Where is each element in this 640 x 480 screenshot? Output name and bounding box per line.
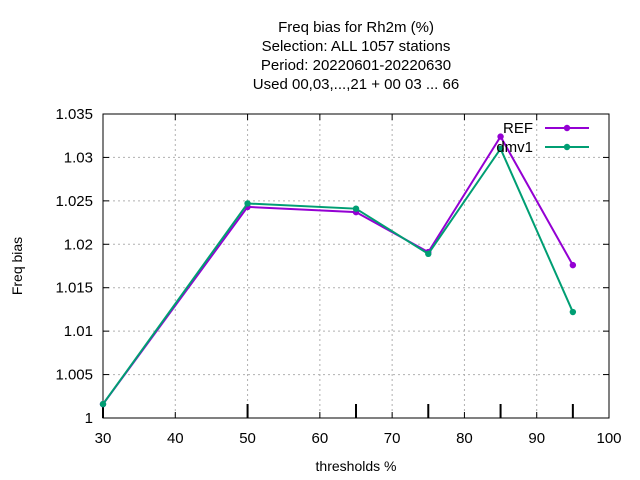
data-point-dmv1 — [352, 205, 360, 212]
data-point-ref — [497, 133, 504, 140]
plot-frame — [102, 113, 610, 419]
data-point-dmv1 — [425, 250, 432, 258]
series-line-dmv1 — [102, 146, 574, 405]
x-tick-label: 30 — [95, 430, 112, 447]
x-tick-label: 60 — [312, 430, 329, 447]
chart-title-line: Used 00,03,...,21 + 00 03 ... 66 — [253, 76, 459, 93]
chart-title-line: Selection: ALL 1057 stations — [262, 38, 451, 55]
x-tick-label: 90 — [528, 430, 545, 447]
axis-ticks: 30 40 50 60 70 80 90 100 1 1.005 1.01 1.015 1.02 1.02… — [55, 106, 621, 447]
legend-swatch-marker — [563, 124, 571, 132]
y-tick-label: 1.035 — [55, 106, 93, 123]
chart-title: Freq bias for Rh2m (%) Selection: ALL 105… — [253, 19, 459, 93]
legend-swatch-marker — [563, 143, 571, 151]
series-line-ref — [102, 134, 574, 405]
data-point-dmv1 — [244, 200, 251, 207]
y-tick-label: 1.025 — [55, 193, 93, 210]
x-tick-label: 100 — [596, 430, 621, 447]
y-tick-label: 1.015 — [55, 280, 93, 297]
y-tick-label: 1.02 — [64, 236, 93, 253]
legend: REF dmv1 — [496, 120, 589, 156]
x-tick-label: 40 — [167, 430, 184, 447]
x-tick-label: 70 — [384, 430, 401, 447]
chart-title-line: Freq bias for Rh2m (%) — [278, 19, 434, 36]
y-axis-label: Freq bias — [9, 237, 25, 295]
grid — [103, 114, 609, 418]
data-point-dmv1 — [497, 145, 504, 152]
y-tick-label: 1.03 — [64, 149, 93, 166]
y-tick-label: 1.005 — [55, 367, 93, 384]
data-point-dmv1 — [99, 400, 107, 408]
x-tick-label: 80 — [456, 430, 473, 447]
y-tick-label: 1.01 — [64, 323, 93, 340]
data-point-ref — [569, 261, 577, 269]
legend-label: dmv1 — [496, 139, 533, 156]
x-tick-label: 50 — [239, 430, 256, 447]
data-point-dmv1 — [569, 308, 577, 316]
x-axis-label: thresholds % — [316, 458, 397, 474]
series — [99, 133, 577, 408]
legend-label: REF — [503, 120, 533, 137]
y-tick-label: 1 — [85, 410, 93, 427]
chart-title-line: Period: 20220601-20220630 — [261, 57, 451, 74]
